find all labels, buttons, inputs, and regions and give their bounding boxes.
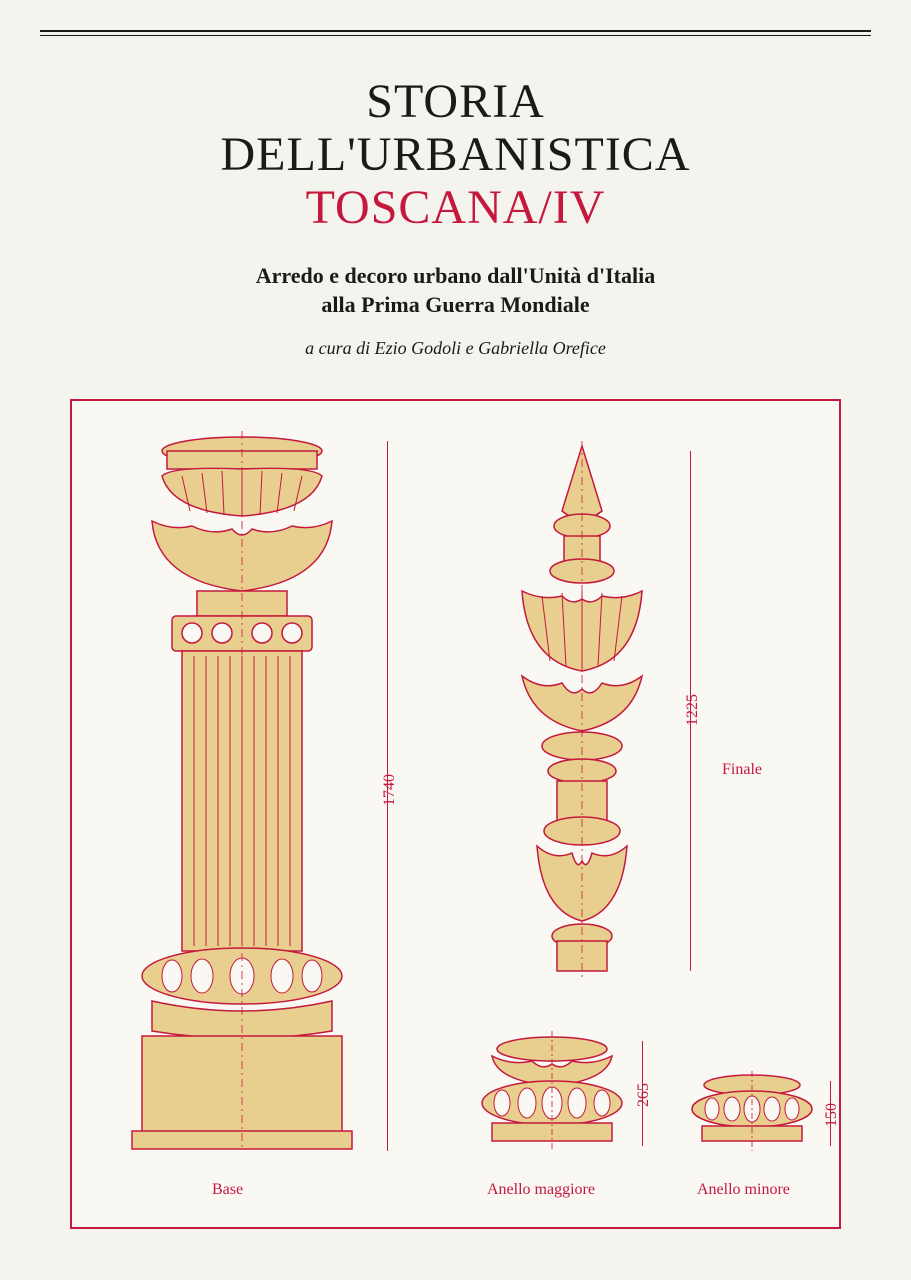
- diagram-frame: 1740 Base: [70, 399, 841, 1229]
- dim-anello-mag: 265: [635, 1083, 653, 1107]
- top-rule: [40, 30, 871, 36]
- label-finale: Finale: [722, 761, 762, 779]
- part-anello-maggiore: [472, 1031, 632, 1151]
- title-block: STORIA DELL'URBANISTICA TOSCANA/IV: [40, 76, 871, 234]
- book-cover: STORIA DELL'URBANISTICA TOSCANA/IV Arred…: [0, 0, 911, 1280]
- dim-base: 1740: [381, 774, 399, 806]
- title-line-2: DELL'URBANISTICA: [40, 129, 871, 182]
- title-line-1: STORIA: [40, 76, 871, 129]
- subtitle-line-1: Arredo e decoro urbano dall'Unità d'Ital…: [256, 263, 655, 288]
- part-base: [112, 431, 372, 1151]
- part-anello-minore: [682, 1071, 822, 1151]
- subtitle: Arredo e decoro urbano dall'Unità d'Ital…: [40, 262, 871, 319]
- dim-anello-min: 150: [823, 1103, 841, 1127]
- dim-finale: 1225: [684, 694, 702, 726]
- title-line-3: TOSCANA/IV: [40, 182, 871, 235]
- part-finale: [492, 441, 672, 981]
- label-anello-mag: Anello maggiore: [487, 1181, 595, 1199]
- label-base: Base: [212, 1181, 243, 1199]
- subtitle-line-2: alla Prima Guerra Mondiale: [321, 292, 589, 317]
- label-anello-min: Anello minore: [697, 1181, 790, 1199]
- editors: a cura di Ezio Godoli e Gabriella Orefic…: [40, 338, 871, 359]
